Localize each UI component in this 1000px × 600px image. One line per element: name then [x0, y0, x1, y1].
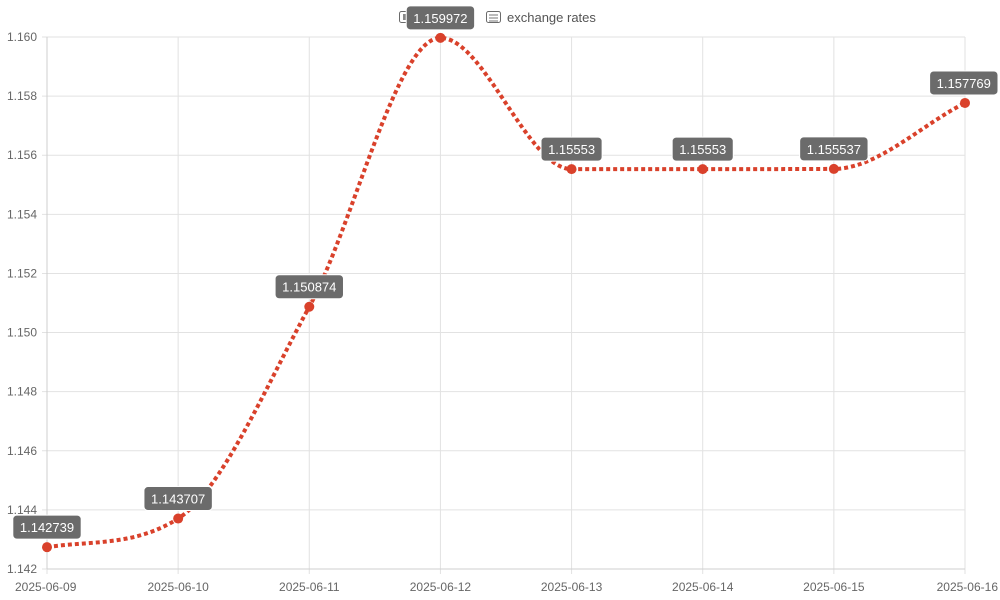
- data-label-text: 1.157769: [937, 76, 991, 91]
- y-tick-label: 1.142: [7, 562, 37, 576]
- data-label-text: 1.155537: [807, 142, 861, 157]
- x-tick-label: 2025-06-10: [147, 580, 209, 594]
- data-label: 1.15553: [540, 136, 603, 162]
- data-labels-layer: 1.142739 1.143707 1.150874 1.159972 1.15553 1…: [12, 5, 999, 540]
- data-point: [42, 542, 52, 553]
- series-line-layer: [46, 35, 966, 550]
- x-tick-label: 2025-06-16: [937, 580, 999, 594]
- y-tick-label: 1.144: [7, 503, 37, 517]
- data-label: 1.15553: [671, 136, 734, 162]
- data-label-box: [405, 5, 476, 31]
- data-label: 1.150874: [274, 274, 344, 300]
- data-label-text: 1.15553: [679, 142, 726, 157]
- data-label: 1.142739: [12, 514, 82, 540]
- data-label: 1.159972: [405, 5, 476, 31]
- x-tick-label: 2025-06-11: [279, 580, 340, 594]
- data-label-box: [540, 136, 603, 162]
- data-points-layer: [42, 32, 970, 553]
- x-tick-label: 2025-06-15: [803, 580, 865, 594]
- data-label-box: [671, 136, 734, 162]
- y-tick-label: 1.146: [7, 444, 37, 458]
- series-line: [46, 35, 966, 550]
- y-tick-label: 1.158: [7, 89, 37, 103]
- data-label-text: 1.159972: [413, 11, 467, 26]
- data-label: 1.143707: [143, 486, 213, 512]
- data-point: [304, 301, 315, 312]
- data-label-text: 1.142739: [20, 520, 74, 535]
- y-tick-label: 1.156: [7, 148, 37, 162]
- data-label-box: [929, 70, 999, 96]
- y-tick-label: 1.150: [7, 326, 37, 340]
- data-label-text: 1.143707: [151, 492, 205, 507]
- data-label-box: [143, 486, 213, 512]
- data-label-box: [799, 136, 869, 162]
- chart-title-text: exchange rates: [507, 10, 596, 25]
- data-label: 1.157769: [929, 70, 999, 96]
- y-tick-label: 1.152: [7, 266, 37, 280]
- x-tick-label: 2025-06-09: [15, 580, 77, 594]
- data-point: [435, 32, 446, 43]
- axes: 1.142 1.144 1.146 1.148 1.150 1.152 1.154 1.156…: [7, 30, 998, 594]
- x-tick-label: 2025-06-13: [541, 580, 603, 594]
- y-tick-label: 1.154: [7, 207, 37, 221]
- data-point: [173, 513, 184, 524]
- data-label-box: [12, 514, 82, 540]
- us-flag-icon: [486, 11, 501, 23]
- data-point: [828, 163, 839, 174]
- data-point: [697, 164, 708, 175]
- data-label: 1.155537: [799, 136, 869, 162]
- x-tick-label: 2025-06-14: [672, 580, 734, 594]
- data-label-box: [274, 274, 344, 300]
- data-point: [960, 97, 970, 108]
- x-tick-label: 2025-06-12: [410, 580, 472, 594]
- data-point: [566, 164, 577, 175]
- data-label-text: 1.15553: [548, 142, 595, 157]
- y-tick-label: 1.148: [7, 385, 37, 399]
- y-tick-label: 1.160: [7, 30, 37, 44]
- data-label-text: 1.150874: [282, 280, 336, 295]
